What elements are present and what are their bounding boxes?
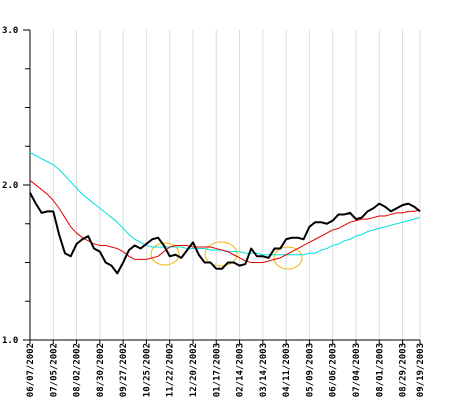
x-tick-label: 04/11/2003 [282, 343, 292, 397]
highlight-ellipse [150, 242, 180, 266]
y-tick-label: 1.0 [2, 336, 18, 346]
highlight-ellipse [204, 241, 238, 267]
x-tick-label: 02/14/2003 [236, 343, 246, 397]
x-tick-label: 08/29/2003 [399, 343, 409, 397]
x-tick-label: 08/01/2003 [375, 343, 385, 397]
series-line [29, 179, 421, 263]
x-tick-label: 12/20/2002 [189, 343, 199, 397]
x-tick-label: 07/05/2002 [49, 343, 59, 397]
x-tick-label: 11/22/2002 [166, 343, 176, 397]
highlight-ellipse [273, 246, 303, 270]
x-tick-label: 01/17/2003 [212, 343, 222, 397]
x-tick-label: 06/06/2003 [329, 343, 339, 397]
x-tick-label: 08/30/2002 [96, 343, 106, 397]
x-tick-label: 03/14/2003 [259, 343, 269, 397]
x-tick-label: 10/25/2002 [142, 343, 152, 397]
x-tick-label: 05/09/2003 [305, 343, 315, 397]
x-tick-label: 06/07/2002 [26, 343, 36, 397]
series-line [29, 192, 421, 275]
x-tick-label: 09/19/2003 [416, 343, 426, 397]
x-tick-label: 08/02/2002 [73, 343, 83, 397]
x-tick-label: 07/04/2003 [352, 343, 362, 397]
y-tick-label: 3.0 [2, 26, 18, 36]
x-tick-label: 09/27/2002 [119, 343, 129, 397]
y-tick-label: 2.0 [2, 181, 18, 191]
series-line [29, 152, 421, 256]
